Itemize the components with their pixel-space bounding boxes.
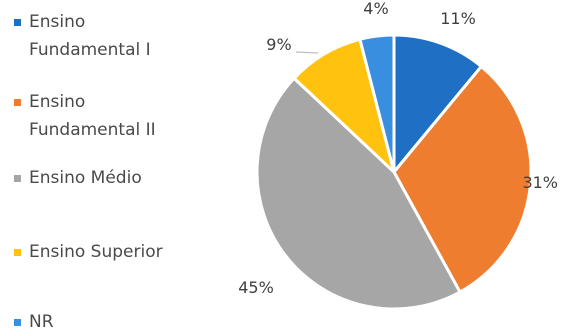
legend-item-nr: NR [14, 308, 189, 336]
legend-item-superior: Ensino Superior [14, 238, 189, 266]
legend-swatch [14, 175, 21, 182]
pie-slices [255, 33, 533, 311]
legend-swatch [14, 249, 21, 256]
legend-label-line1: Ensino [29, 92, 86, 112]
label-leader-line [295, 51, 319, 54]
legend-item-fundamental-1: Ensino Fundamental I [14, 8, 189, 64]
slice-medio-label: 45% [238, 278, 274, 297]
legend-item-fundamental-2: Ensino Fundamental II [14, 88, 189, 144]
legend-label-line2: Fundamental I [29, 40, 151, 60]
slice-fundamental-1-label: 11% [440, 9, 476, 28]
legend-label-line1: Ensino [29, 12, 86, 32]
legend-item-medio: Ensino Médio [14, 164, 189, 192]
legend: Ensino Fundamental I Ensino Fundamental … [14, 6, 204, 332]
legend-swatch [14, 19, 21, 26]
legend-swatch [14, 99, 21, 106]
legend-label: NR [29, 312, 54, 332]
slice-nr [358, 33, 396, 174]
legend-label: Ensino Médio [29, 168, 142, 188]
slice-superior-label: 9% [266, 35, 291, 54]
slice-fundamental-1 [392, 33, 483, 174]
pie-labels: 11% 31% 45% 9% 4% [238, 0, 558, 297]
legend-label: Ensino Superior [29, 242, 163, 262]
slice-medio [255, 76, 462, 311]
slice-fundamental-2-label: 31% [522, 173, 558, 192]
slice-fundamental-2 [392, 64, 533, 294]
legend-swatch [14, 319, 21, 326]
legend-label-line2: Fundamental II [29, 120, 156, 140]
slice-nr-label: 4% [363, 0, 388, 18]
